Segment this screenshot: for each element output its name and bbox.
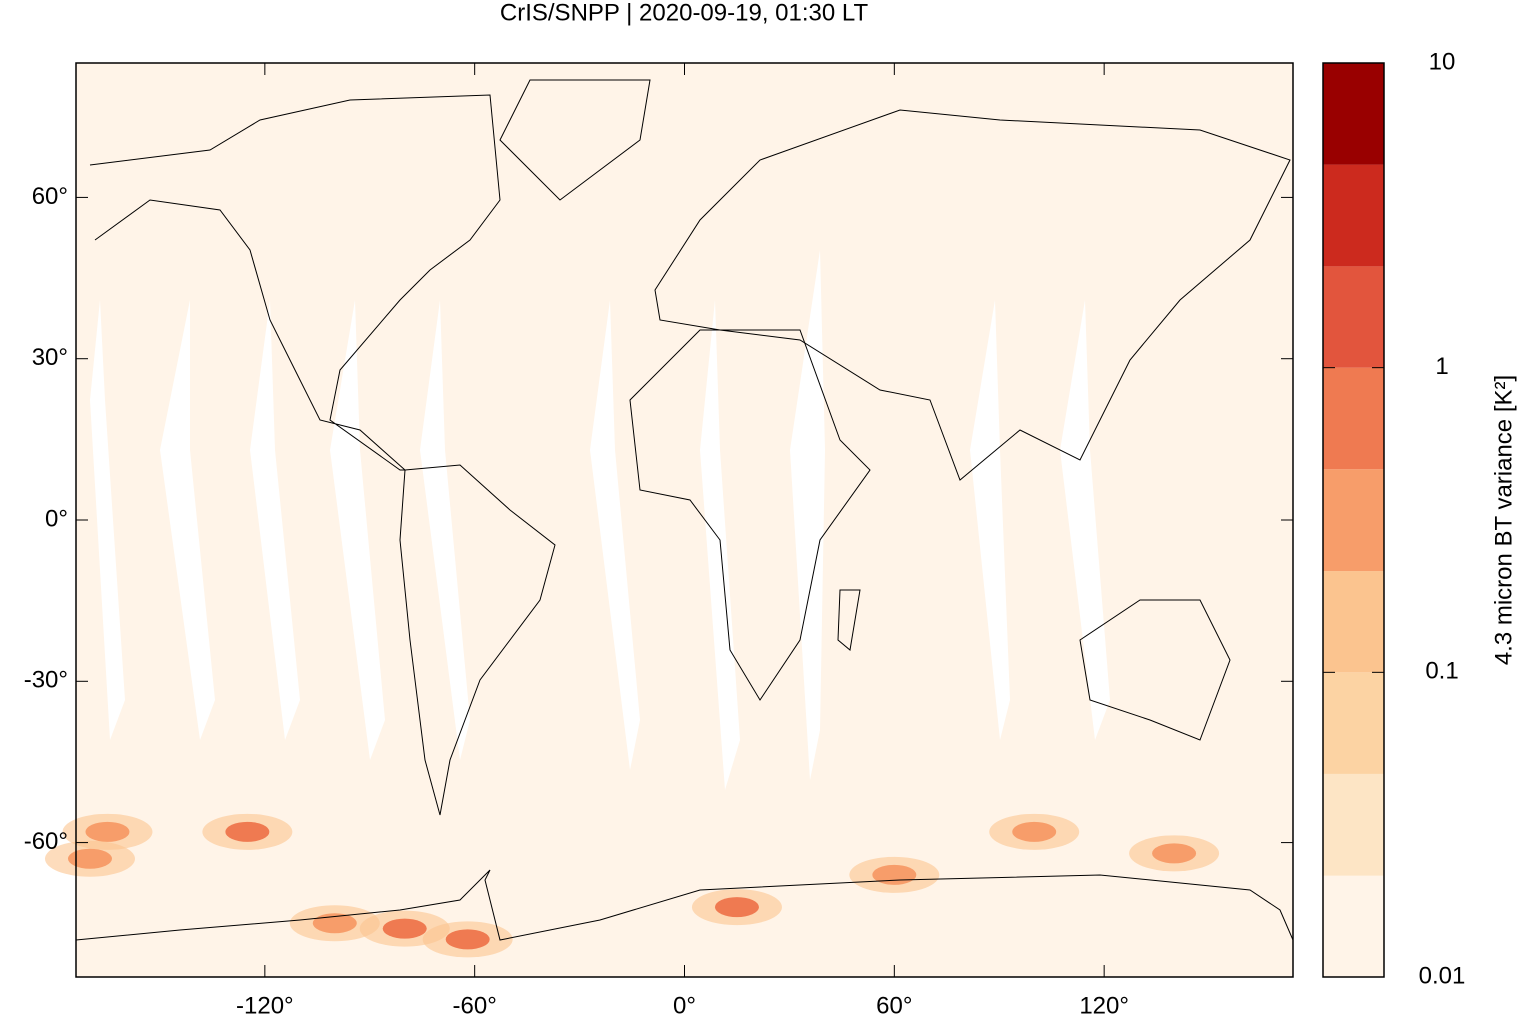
colorbar: 0.01 0.1 1 10 4.3 micron BT variance [K²] xyxy=(1322,48,1517,989)
colorbar-band xyxy=(1323,367,1384,470)
hotspot xyxy=(312,913,357,934)
x-tick-label: 120° xyxy=(1079,992,1129,1019)
axes: -120° -60° 0° 60° 120° -60° -30° 0° 30° 60° xyxy=(24,63,1293,1019)
x-tick-label: -120° xyxy=(236,992,294,1019)
colorbar-band xyxy=(1323,266,1384,368)
x-tick-label: -60° xyxy=(453,992,497,1019)
colorbar-band xyxy=(1323,164,1384,267)
colorbar-band xyxy=(1323,773,1384,876)
coastlines xyxy=(75,79,1294,941)
colorbar-tick-label: 0.01 xyxy=(1419,962,1466,989)
colorbar-tick-label: 1 xyxy=(1435,353,1448,380)
hotspot xyxy=(225,821,270,842)
colorbar-band xyxy=(1323,672,1384,774)
hotspot xyxy=(872,864,917,885)
colorbar-frame xyxy=(1322,62,1385,978)
colorbar-band xyxy=(1323,571,1384,673)
hotspot xyxy=(1012,821,1057,842)
x-tick-label: 60° xyxy=(876,992,912,1019)
y-tick-label: 60° xyxy=(32,183,68,210)
x-tick-label: 0° xyxy=(673,992,696,1019)
colorbar-band xyxy=(1323,875,1384,977)
colorbar-tick-label: 10 xyxy=(1429,48,1456,75)
hotspot xyxy=(714,897,759,918)
y-tick-label: -30° xyxy=(24,667,68,694)
map-field xyxy=(44,63,1293,977)
hotspot xyxy=(67,848,112,869)
hotspot xyxy=(382,918,427,939)
colorbar-tick-label: 0.1 xyxy=(1425,658,1458,685)
colorbar-band xyxy=(1323,469,1384,572)
y-tick-label: -60° xyxy=(24,828,68,855)
colorbar-label: 4.3 micron BT variance [K²] xyxy=(1490,375,1517,665)
chart-title: CrIS/SNPP | 2020-09-19, 01:30 LT xyxy=(500,0,869,26)
hotspot xyxy=(1152,843,1197,864)
colorbar-band xyxy=(1323,63,1384,165)
y-tick-label: 0° xyxy=(45,505,68,532)
hotspot xyxy=(85,821,130,842)
swath-gaps xyxy=(90,250,1110,790)
y-tick-label: 30° xyxy=(32,344,68,371)
hotspot xyxy=(445,929,490,950)
